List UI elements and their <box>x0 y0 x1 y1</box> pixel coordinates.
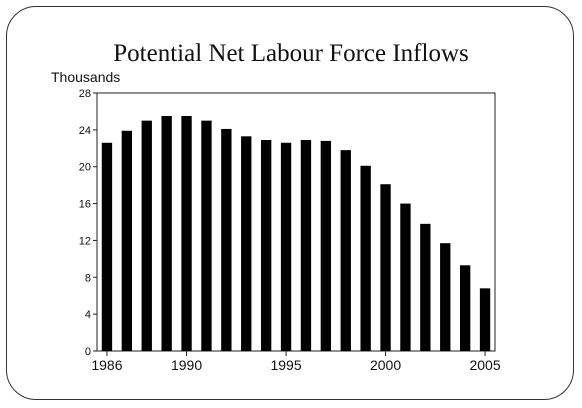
chart-title: Potential Net Labour Force Inflows <box>113 40 469 67</box>
bar-2003 <box>440 243 451 351</box>
bar-1988 <box>141 120 152 352</box>
y-tick-label: 24 <box>79 125 91 137</box>
y-tick-label: 20 <box>79 162 91 174</box>
y-tick-label: 4 <box>85 309 91 321</box>
x-tick-label: 2005 <box>469 357 500 373</box>
y-tick-label: 16 <box>79 199 91 211</box>
bars <box>101 116 491 352</box>
bar-1995 <box>280 142 292 351</box>
bar-2005 <box>479 288 491 351</box>
plot-area <box>96 92 496 352</box>
x-axis-ticks: 1986 1990 1995 2000 2005 <box>91 351 501 373</box>
x-tick-label: 2000 <box>370 357 401 373</box>
bar-1987 <box>121 130 133 351</box>
bar-1992 <box>221 128 232 351</box>
x-tick-label: 1986 <box>91 357 122 373</box>
y-axis-ticks: 0 4 8 12 16 20 24 28 <box>79 88 97 358</box>
x-tick-label: 1995 <box>270 357 301 373</box>
bar-1993 <box>241 136 252 351</box>
chart-frame <box>6 6 574 400</box>
bar-1999 <box>360 165 371 351</box>
y-tick-label: 0 <box>85 346 91 358</box>
bar-1991 <box>201 120 212 352</box>
y-tick-label: 8 <box>85 272 91 284</box>
y-tick-label: 12 <box>79 235 91 247</box>
bar-1994 <box>260 139 272 351</box>
bar-1998 <box>340 150 351 351</box>
bar-1989 <box>161 116 172 352</box>
bar-1996 <box>300 139 312 351</box>
bar-2000 <box>380 184 391 351</box>
bar-2002 <box>420 223 431 351</box>
bar-1986 <box>101 142 113 351</box>
x-tick-label: 1990 <box>171 357 202 373</box>
bar-1990 <box>181 116 192 352</box>
y-axis-label: Thousands <box>51 69 121 85</box>
bar-2001 <box>400 203 411 351</box>
bar-1997 <box>320 140 332 351</box>
y-tick-label: 28 <box>79 88 91 100</box>
bar-2004 <box>459 265 471 351</box>
